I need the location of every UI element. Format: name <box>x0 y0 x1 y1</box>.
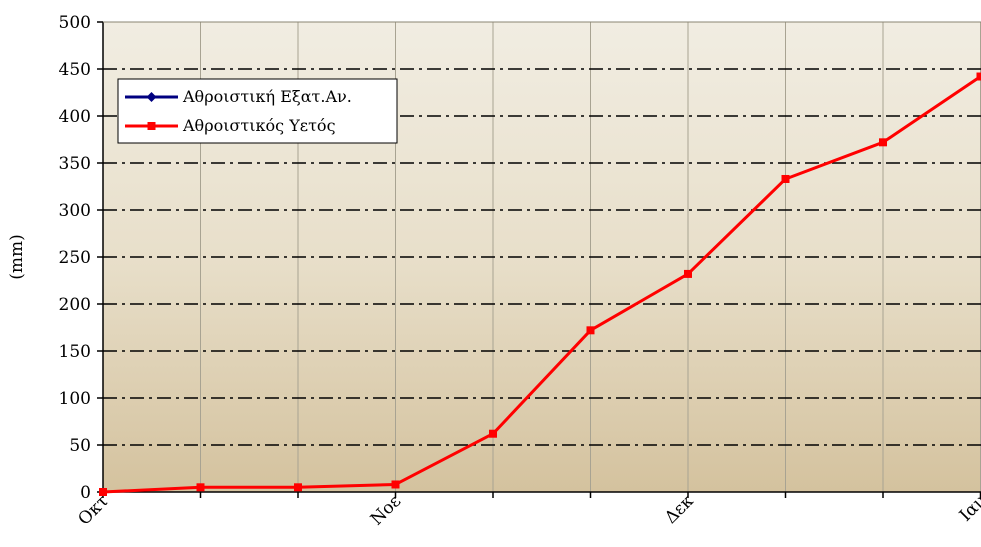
legend-label-evaporation: Αθροιστική Εξατ.Αν. <box>182 87 352 106</box>
y-tick-label: 200 <box>59 295 91 315</box>
data-point <box>99 488 107 496</box>
data-point <box>587 326 595 334</box>
data-point <box>977 73 981 81</box>
x-tick-label: Νοε <box>367 491 405 529</box>
data-point <box>197 483 205 491</box>
data-point <box>294 483 302 491</box>
y-tick-label: 100 <box>59 389 91 409</box>
y-tick-label: 50 <box>69 436 91 456</box>
data-point <box>879 138 887 146</box>
y-tick-label: 500 <box>59 13 91 33</box>
data-point <box>782 175 790 183</box>
legend-label-precipitation: Αθροιστικός Υετός <box>182 116 336 135</box>
y-tick-label: 250 <box>59 248 91 268</box>
y-tick-label: 400 <box>59 107 91 127</box>
y-axis-title: (mm) <box>7 234 27 280</box>
legend: Αθροιστική Εξατ.Αν. Αθροιστικός Υετός <box>118 79 397 143</box>
y-tick-label: 450 <box>59 60 91 80</box>
legend-marker-precipitation <box>148 122 156 130</box>
data-point <box>489 430 497 438</box>
y-tick-label: 350 <box>59 154 91 174</box>
data-point <box>684 270 692 278</box>
x-tick-label: Ιαν <box>956 491 981 525</box>
y-tick-label: 150 <box>59 342 91 362</box>
x-tick-label: Δεκ <box>661 491 698 528</box>
y-tick-label: 300 <box>59 201 91 221</box>
data-point <box>392 480 400 488</box>
